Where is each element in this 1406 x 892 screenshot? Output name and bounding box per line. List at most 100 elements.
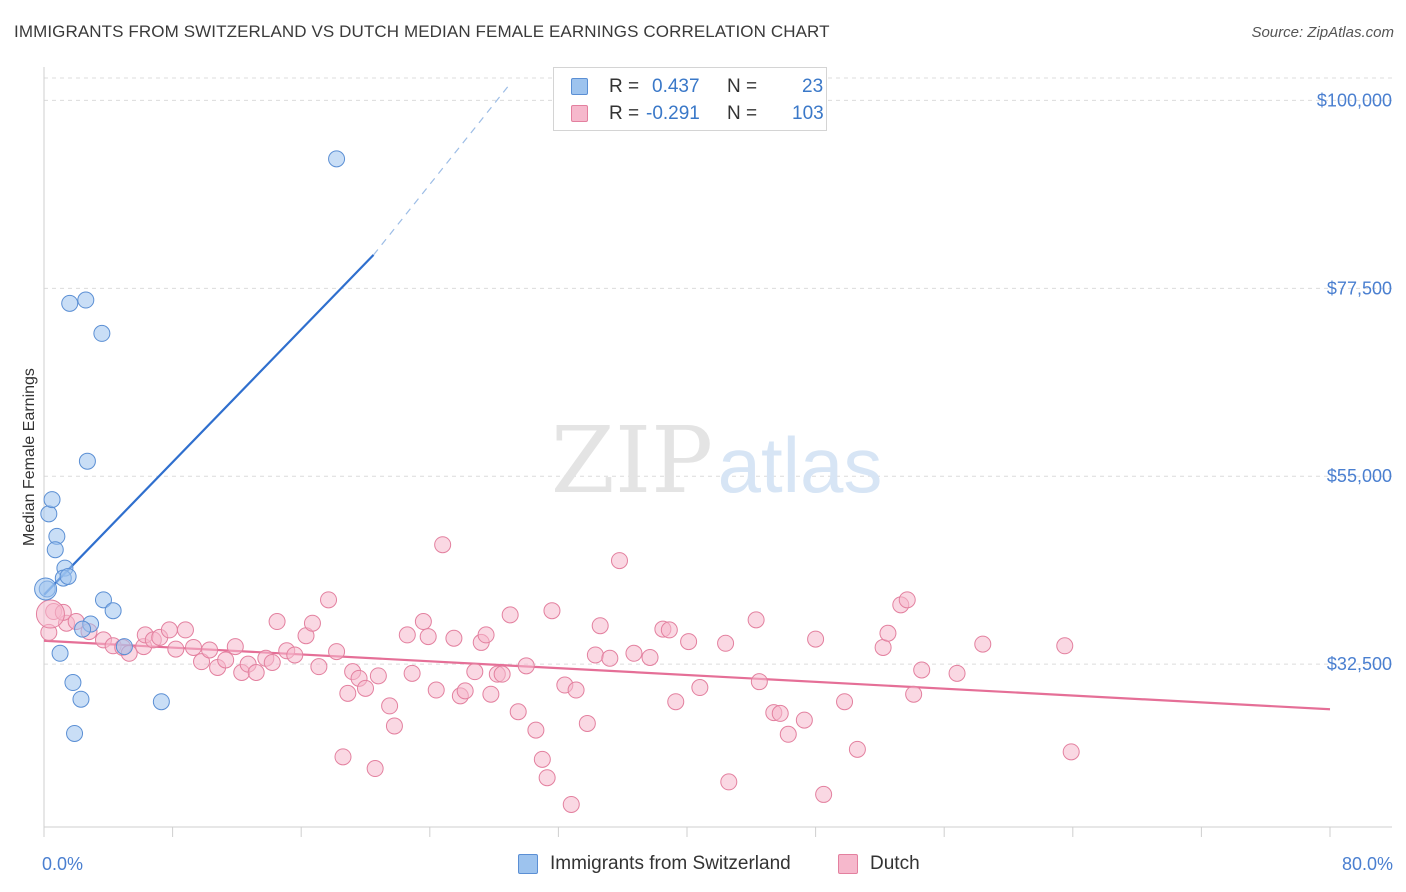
dutch-point <box>948 664 966 682</box>
dutch-point <box>466 663 484 681</box>
dutch-point <box>771 704 789 722</box>
dutch-point <box>578 714 596 732</box>
dutch-point <box>268 613 286 631</box>
switzerland-point <box>104 602 122 620</box>
dutch-point <box>217 651 235 669</box>
dutch-point <box>660 621 678 639</box>
dutch-point <box>201 641 219 659</box>
legend-n-label: N = <box>727 76 758 97</box>
y-tick-label: $77,500 <box>1327 278 1392 298</box>
x-tick-label: 80.0% <box>1342 854 1393 874</box>
switzerland-point <box>115 638 133 656</box>
dutch-point <box>167 640 185 658</box>
dutch-point <box>567 681 585 699</box>
dutch-point <box>303 614 321 632</box>
dutch-point <box>320 591 338 609</box>
switzerland-point <box>64 674 82 692</box>
switzerland-point <box>328 150 346 168</box>
dutch-point <box>456 682 474 700</box>
dutch-point <box>381 697 399 715</box>
dutch-point <box>226 638 244 656</box>
dutch-point <box>848 740 866 758</box>
legend-n-label: N = <box>727 103 758 124</box>
switzerland-point <box>66 724 84 742</box>
dutch-point <box>527 721 545 739</box>
dutch-point <box>562 795 580 813</box>
dutch-point <box>403 664 421 682</box>
dutch-point <box>691 679 709 697</box>
dutch-point <box>610 552 628 570</box>
dutch-point <box>747 611 765 629</box>
dutch-point <box>357 679 374 697</box>
watermark-zip: ZIP <box>551 407 713 514</box>
dutch-point <box>517 657 535 675</box>
dutch-point <box>543 602 561 620</box>
dutch-point <box>898 591 916 609</box>
dutch-point <box>445 629 463 647</box>
switzerland-point <box>61 294 79 312</box>
dutch-point <box>1056 637 1074 655</box>
legend-r-value: 0.437 <box>652 76 700 97</box>
stats-legend: R = 0.437 N = 23 R = -0.291 N = 103 <box>553 67 827 131</box>
switzerland-point <box>51 644 69 662</box>
dutch-point <box>176 621 194 639</box>
y-tick-label: $55,000 <box>1327 466 1392 486</box>
switzerland-point <box>72 690 90 708</box>
dutch-point <box>641 648 659 666</box>
switzerland-point <box>59 567 77 585</box>
bottom-legend-swatch-switzerland <box>518 854 538 874</box>
dutch-point <box>1062 743 1080 761</box>
dutch-point <box>874 638 892 656</box>
dutch-point <box>160 621 178 639</box>
trend-lines <box>43 83 1331 711</box>
switzerland-point <box>94 591 112 609</box>
dutch-trend-line <box>43 639 1331 711</box>
switzerland-point <box>78 452 96 470</box>
dutch-point <box>795 711 813 729</box>
dutch-point <box>750 673 768 691</box>
watermark-atlas: atlas <box>718 421 883 509</box>
dutch-point <box>414 613 432 631</box>
dutch-point <box>247 663 265 681</box>
bottom-legend-label: Immigrants from Switzerland <box>550 853 791 874</box>
dutch-point <box>369 667 387 685</box>
dutch-point <box>477 626 495 644</box>
x-tick-label: 0.0% <box>42 854 83 874</box>
dutch-point <box>601 649 619 667</box>
legend-n-value: 23 <box>802 76 824 97</box>
dutch-point <box>509 703 527 721</box>
dutch-point <box>720 773 738 791</box>
dutch-point <box>974 635 992 653</box>
switzerland-point <box>77 291 95 309</box>
source-label: Source: ZipAtlas.com <box>1251 24 1394 41</box>
legend-r-value: -0.291 <box>646 103 700 124</box>
switzerland-point <box>34 577 58 601</box>
dutch-point <box>779 725 797 743</box>
legend-swatch-switzerland <box>571 78 588 95</box>
dutch-point <box>591 617 609 635</box>
y-axis-label: Median Female Earnings <box>21 368 38 546</box>
legend-n-value: 103 <box>792 103 824 124</box>
switzerland-point <box>152 693 170 711</box>
switzerland-point <box>93 324 111 342</box>
dutch-point <box>398 626 416 644</box>
switzerland-point <box>46 541 64 559</box>
dutch-point <box>625 644 643 662</box>
dutch-point <box>35 599 65 629</box>
dutch-point <box>339 684 357 702</box>
dutch-point <box>328 643 346 661</box>
bottom-legend-swatch-dutch <box>838 854 858 874</box>
switzerland-trend-extension <box>373 83 511 256</box>
dutch-point <box>286 646 304 664</box>
dutch-point <box>836 693 854 711</box>
y-tick-label: $100,000 <box>1317 90 1392 110</box>
legend-r-label: R = <box>609 76 640 97</box>
dutch-point <box>310 658 328 676</box>
dutch-point <box>905 685 923 703</box>
switzerland-point <box>74 620 92 638</box>
axis-labels: $32,500 $55,000 $77,500 $100,000 0.0% 80.0% Me… <box>21 90 1393 874</box>
switzerland-point <box>40 505 58 523</box>
dutch-point <box>667 693 685 711</box>
dutch-point <box>586 646 604 664</box>
